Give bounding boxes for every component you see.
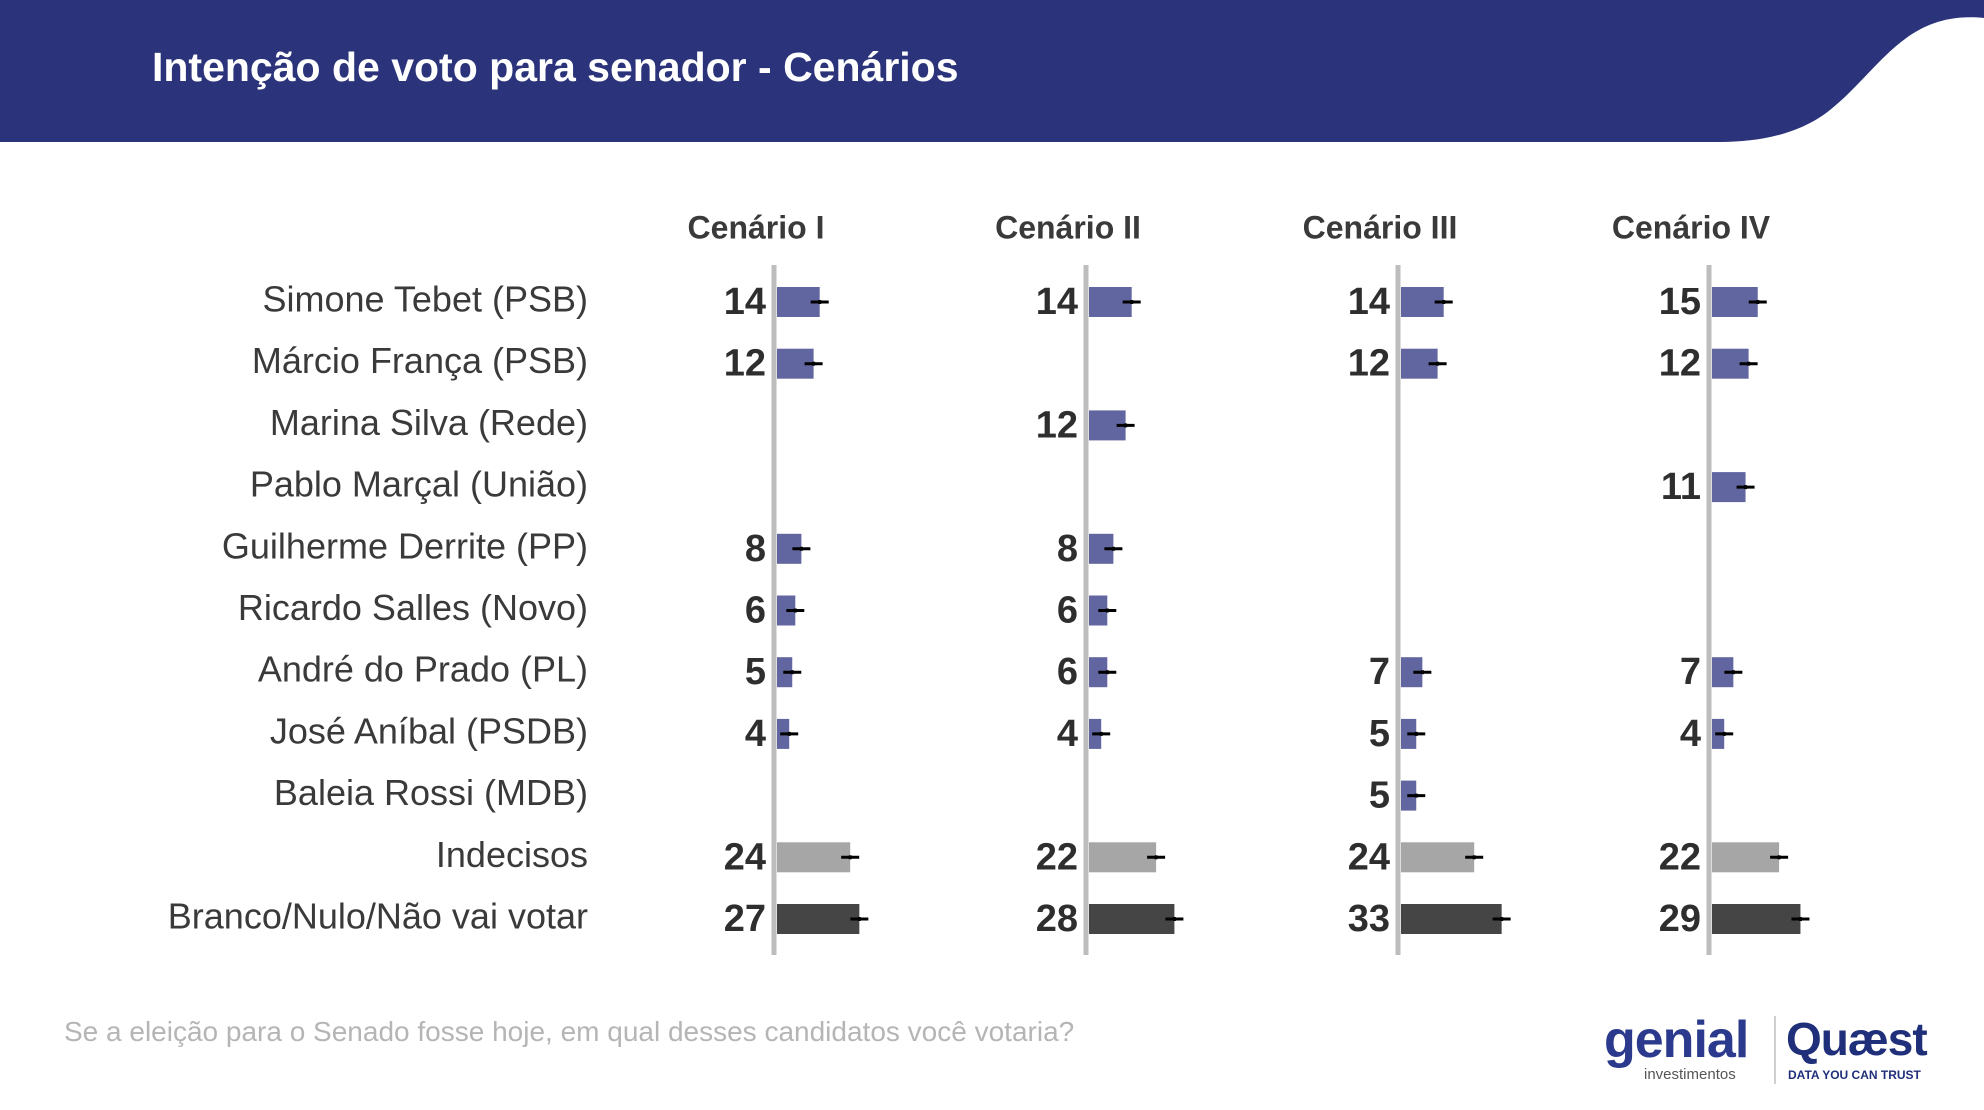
data-label: 12 [1348,343,1390,385]
genial-logo-subtitle: investimentos [1644,1066,1736,1083]
header-banner: Intenção de voto para senador - Cenários [0,0,1984,142]
candidate-label: Baleia Rossi (MDB) [274,772,588,813]
data-label: 6 [1057,590,1078,632]
data-label: 7 [1680,651,1701,693]
data-label: 22 [1036,836,1078,878]
quaest-logo: Quæst [1786,1013,1928,1065]
data-label: 5 [1369,775,1390,817]
data-label: 27 [724,898,766,940]
data-label: 5 [745,651,766,693]
data-label: 4 [1680,713,1701,755]
bar [1089,595,1108,626]
data-label: 8 [1057,528,1078,570]
data-label: 6 [745,590,766,632]
bar [777,595,796,626]
data-label: 24 [724,836,766,878]
bar [1401,842,1475,873]
candidate-label: Guilherme Derrite (PP) [222,525,588,566]
data-label: 14 [724,281,766,323]
bar [1089,657,1108,688]
data-label: 11 [1661,466,1701,508]
bar [1089,842,1157,873]
data-label: 12 [724,343,766,385]
candidate-label: José Aníbal (PSDB) [270,710,588,751]
bar [777,904,860,934]
data-label: 24 [1348,836,1390,878]
scenario-header: Cenário IV [1612,209,1771,245]
data-label: 14 [1036,281,1078,323]
data-label: 4 [745,713,766,755]
bar [1712,904,1801,934]
candidate-label: Pablo Marçal (União) [250,464,588,505]
logo-separator [1774,1016,1776,1084]
genial-logo: genial [1604,1011,1749,1069]
data-label: 6 [1057,651,1078,693]
candidate-label: Marina Silva (Rede) [270,402,588,443]
bar [1712,842,1780,873]
bar [1089,904,1175,934]
candidate-label: Ricardo Salles (Novo) [238,587,588,628]
header-shape [0,0,1984,142]
candidate-label: André do Prado (PL) [258,649,588,690]
data-label: 4 [1057,713,1078,755]
data-label: 29 [1659,898,1701,940]
data-label: 7 [1369,651,1390,693]
data-label: 5 [1369,713,1390,755]
scenario-header: Cenário III [1303,209,1458,245]
data-label: 14 [1348,281,1390,323]
scenario-header: Cenário I [688,209,825,245]
candidate-label: Simone Tebet (PSB) [263,279,589,320]
data-label: 12 [1036,404,1078,446]
data-label: 22 [1659,836,1701,878]
candidate-label: Indecisos [436,834,588,875]
data-label: 12 [1659,343,1701,385]
data-label: 33 [1348,898,1390,940]
bar [1401,904,1502,934]
candidate-label: Márcio França (PSB) [252,340,588,381]
data-label: 8 [745,528,766,570]
survey-question: Se a eleição para o Senado fosse hoje, e… [64,1016,1075,1047]
vote-intention-chart: Simone Tebet (PSB) Márcio França (PSB) Mar… [168,209,1810,955]
candidate-label: Branco/Nulo/Não vai votar [168,896,588,937]
scenario-header: Cenário II [995,209,1141,245]
quaest-logo-tagline: DATA YOU CAN TRUST [1788,1068,1921,1082]
bar [777,842,851,873]
page-title: Intenção de voto para senador - Cenários [152,44,959,90]
bar [1401,657,1423,688]
data-label: 15 [1659,281,1701,323]
data-label: 28 [1036,898,1078,940]
footer-logos: genial investimentos Quæst DATA YOU CAN … [1600,1010,1940,1092]
bar [1712,657,1734,688]
